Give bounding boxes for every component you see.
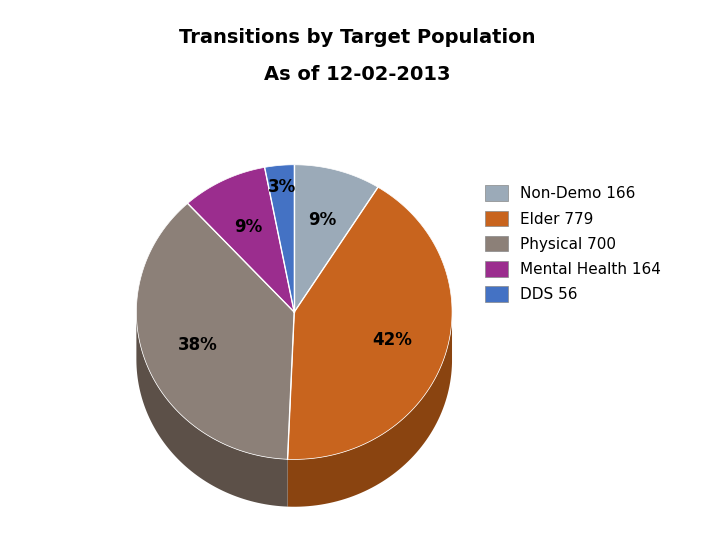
Polygon shape [136,204,294,459]
Polygon shape [188,167,294,312]
Polygon shape [265,165,294,312]
Text: 42%: 42% [372,332,412,349]
Text: 9%: 9% [308,211,337,229]
Text: 3%: 3% [267,178,296,197]
Polygon shape [294,165,378,312]
Polygon shape [136,313,287,507]
Polygon shape [287,315,452,507]
Polygon shape [287,187,452,460]
Text: Transitions by Target Population: Transitions by Target Population [179,28,536,47]
Text: As of 12-02-2013: As of 12-02-2013 [264,65,451,84]
Text: 38%: 38% [178,336,217,354]
Text: 9%: 9% [234,218,262,235]
Legend: Non-Demo 166, Elder 779, Physical 700, Mental Health 164, DDS 56: Non-Demo 166, Elder 779, Physical 700, M… [481,181,666,307]
